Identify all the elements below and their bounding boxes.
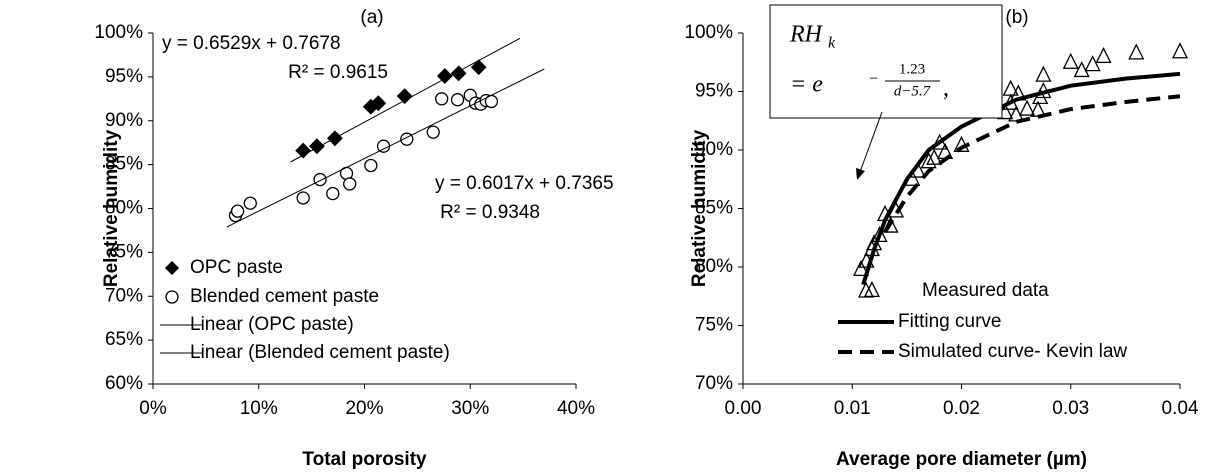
y-tick-label: 95%: [695, 81, 733, 102]
y-tick-label: 75%: [105, 241, 143, 262]
point: [308, 138, 325, 155]
panel-label: (b): [1005, 7, 1028, 28]
legend-label: Fitting curve: [898, 311, 1001, 332]
formula-box: [769, 4, 1003, 119]
point: [470, 59, 487, 76]
y-tick-label: 100%: [684, 22, 733, 43]
y-tick-label: 60%: [105, 373, 143, 394]
point: [1018, 99, 1036, 116]
formula-num: 1.23: [899, 61, 925, 77]
y-tick-label: 100%: [94, 22, 143, 43]
point: [326, 186, 340, 201]
point: [450, 93, 465, 107]
x-axis-title: Average pore diameter (µm): [836, 449, 1087, 470]
x-tick-label: 20%: [345, 398, 383, 419]
formula-sub: k: [828, 35, 836, 52]
legend-marker: [857, 281, 875, 298]
point: [852, 259, 870, 276]
annotation: y = 0.6017x + 0.7365: [435, 173, 614, 194]
formula-tail: ,: [943, 76, 949, 102]
panel: 60% 65% 70% 75% 80% 85% 90% 95% 100% 0% 10% 20% 30% 4…: [94, 7, 613, 470]
point: [1035, 65, 1052, 82]
x-tick-label: 40%: [557, 398, 595, 419]
annotation: R² = 0.9348: [440, 202, 540, 223]
formula-lhs: RH: [789, 22, 824, 48]
point: [230, 204, 245, 218]
x-tick-label: 30%: [451, 398, 489, 419]
y-tick-label: 85%: [695, 198, 733, 219]
y-axis-title: Relative humidity: [689, 129, 710, 287]
y-axis-title: Relative humidity: [101, 129, 122, 287]
point: [1073, 60, 1090, 78]
line: [290, 37, 521, 163]
point: [871, 225, 888, 243]
point: [1062, 52, 1079, 69]
legend-label: Measured data: [922, 280, 1049, 301]
formula-arrow: [859, 111, 883, 173]
line: [226, 68, 545, 228]
legend-label: OPC paste: [190, 257, 283, 278]
formula-arrowhead: [856, 168, 865, 180]
x-tick-label: 0.02: [943, 398, 980, 419]
annotation: y = 0.6529x + 0.7678: [162, 33, 341, 54]
point: [370, 95, 387, 112]
point: [1084, 55, 1101, 72]
x-tick-label: 0.00: [725, 398, 762, 419]
point: [436, 68, 453, 84]
panel-label: (a): [360, 7, 383, 28]
point: [426, 125, 440, 139]
point: [376, 139, 391, 153]
y-tick-label: 70%: [695, 373, 733, 394]
formula-sign: −: [869, 71, 878, 88]
legend-label: Blended cement paste: [190, 286, 379, 307]
point: [926, 148, 943, 165]
y-tick-label: 95%: [105, 66, 143, 87]
annotation: R² = 0.9615: [288, 62, 388, 83]
x-tick-label: 0%: [139, 398, 167, 419]
legend-label: Linear (OPC paste): [190, 314, 354, 335]
x-tick-label: 0.01: [834, 398, 871, 419]
point: [920, 152, 937, 169]
y-tick-label: 65%: [105, 329, 143, 350]
y-tick-label: 70%: [105, 285, 143, 306]
formula-den: d−5.7: [894, 83, 932, 99]
point: [435, 92, 449, 106]
x-tick-label: 0.04: [1162, 398, 1199, 419]
panel: 70% 75% 80% 85% 90% 95% 100% 0.00 0.01 0.02 0.03 0.…: [684, 7, 1199, 470]
y-tick-label: 90%: [695, 139, 733, 160]
legend-marker: [165, 290, 179, 304]
point: [1095, 46, 1112, 64]
formula-eq: = e: [790, 72, 823, 98]
legend-label: Simulated curve- Kevin law: [898, 341, 1127, 362]
point: [1171, 42, 1189, 59]
point: [364, 158, 378, 173]
x-axis-title: Total porosity: [302, 449, 427, 470]
point: [343, 177, 357, 191]
y-tick-label: 90%: [105, 110, 143, 131]
point: [1128, 43, 1145, 60]
line: [883, 94, 1181, 233]
legend-marker: [165, 261, 179, 275]
point: [295, 142, 312, 159]
point: [1002, 79, 1019, 96]
point: [313, 172, 327, 187]
legend-label: Linear (Blended cement paste): [190, 342, 450, 363]
point: [243, 196, 257, 210]
point: [296, 191, 310, 205]
point: [396, 88, 413, 105]
line: [861, 71, 1181, 286]
y-tick-label: 85%: [105, 154, 143, 175]
x-tick-label: 0.03: [1052, 398, 1089, 419]
x-tick-label: 10%: [240, 398, 278, 419]
y-tick-label: 80%: [695, 256, 733, 277]
y-tick-label: 75%: [695, 315, 733, 336]
y-tick-label: 80%: [105, 198, 143, 219]
